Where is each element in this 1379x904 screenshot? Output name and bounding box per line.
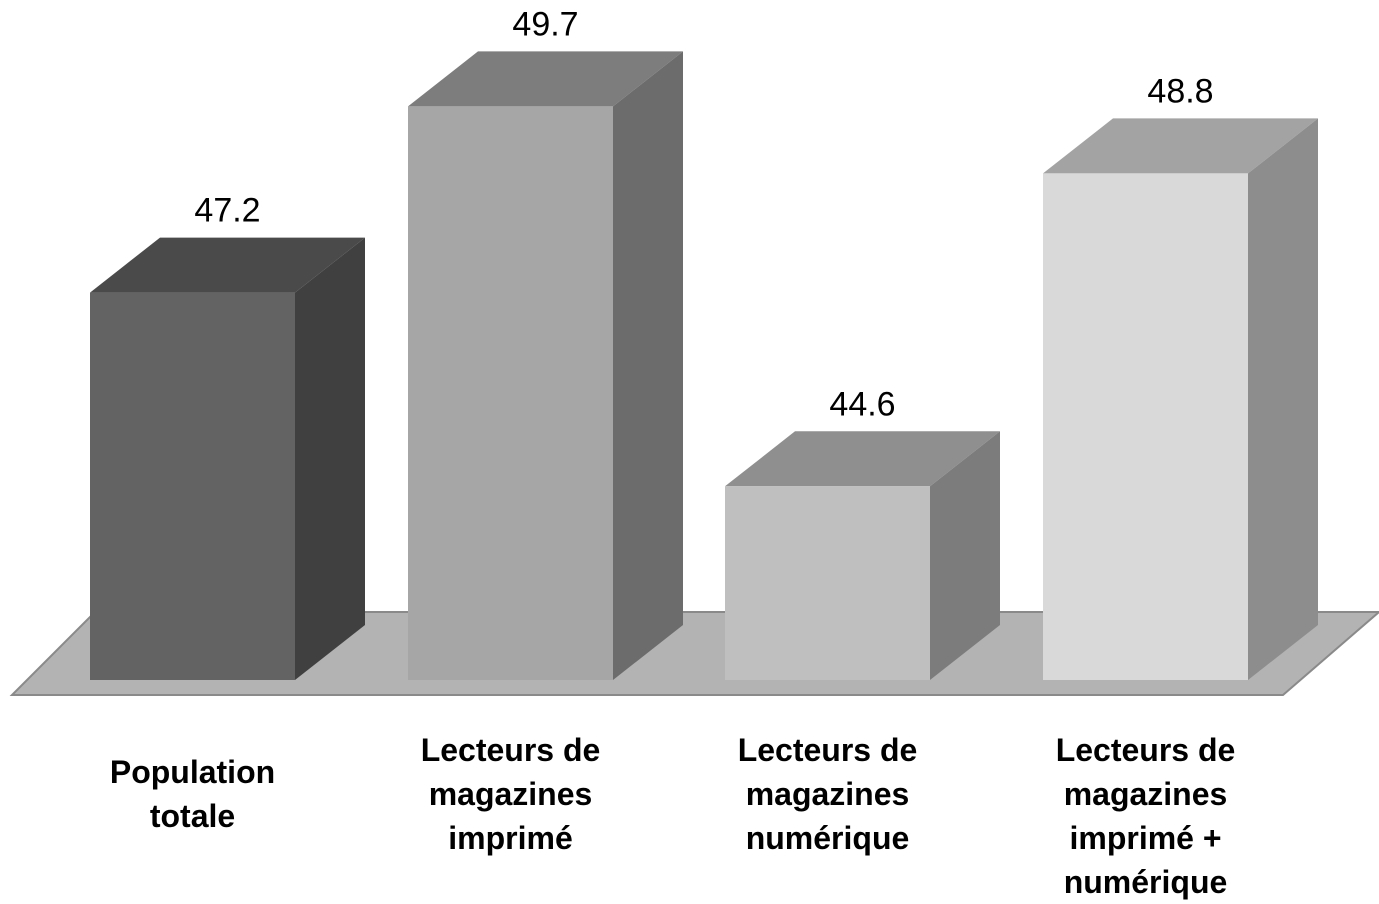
- value-label: 44.6: [829, 385, 895, 423]
- bar-top: [1043, 118, 1318, 174]
- bar-side: [295, 237, 365, 680]
- value-label: 48.8: [1147, 72, 1213, 110]
- bar: [725, 486, 930, 680]
- value-label: 49.7: [512, 5, 578, 43]
- category-label: Lecteurs de magazines numérique: [737, 732, 918, 856]
- bar-top: [408, 51, 683, 107]
- category-label: Lecteurs de magazines imprimé: [420, 732, 601, 856]
- category-label: Population totale: [109, 754, 276, 834]
- value-label: 47.2: [194, 192, 260, 230]
- bar-side: [930, 431, 1000, 680]
- category-label: Lecteurs de magazines imprimé + numériqu…: [1055, 732, 1236, 900]
- bar-top: [90, 237, 365, 293]
- bar-side: [1248, 118, 1318, 680]
- bar: [90, 292, 295, 680]
- bar: [1043, 173, 1248, 680]
- bar-side: [613, 51, 683, 681]
- bar-top: [725, 431, 1000, 487]
- bar: [408, 106, 613, 681]
